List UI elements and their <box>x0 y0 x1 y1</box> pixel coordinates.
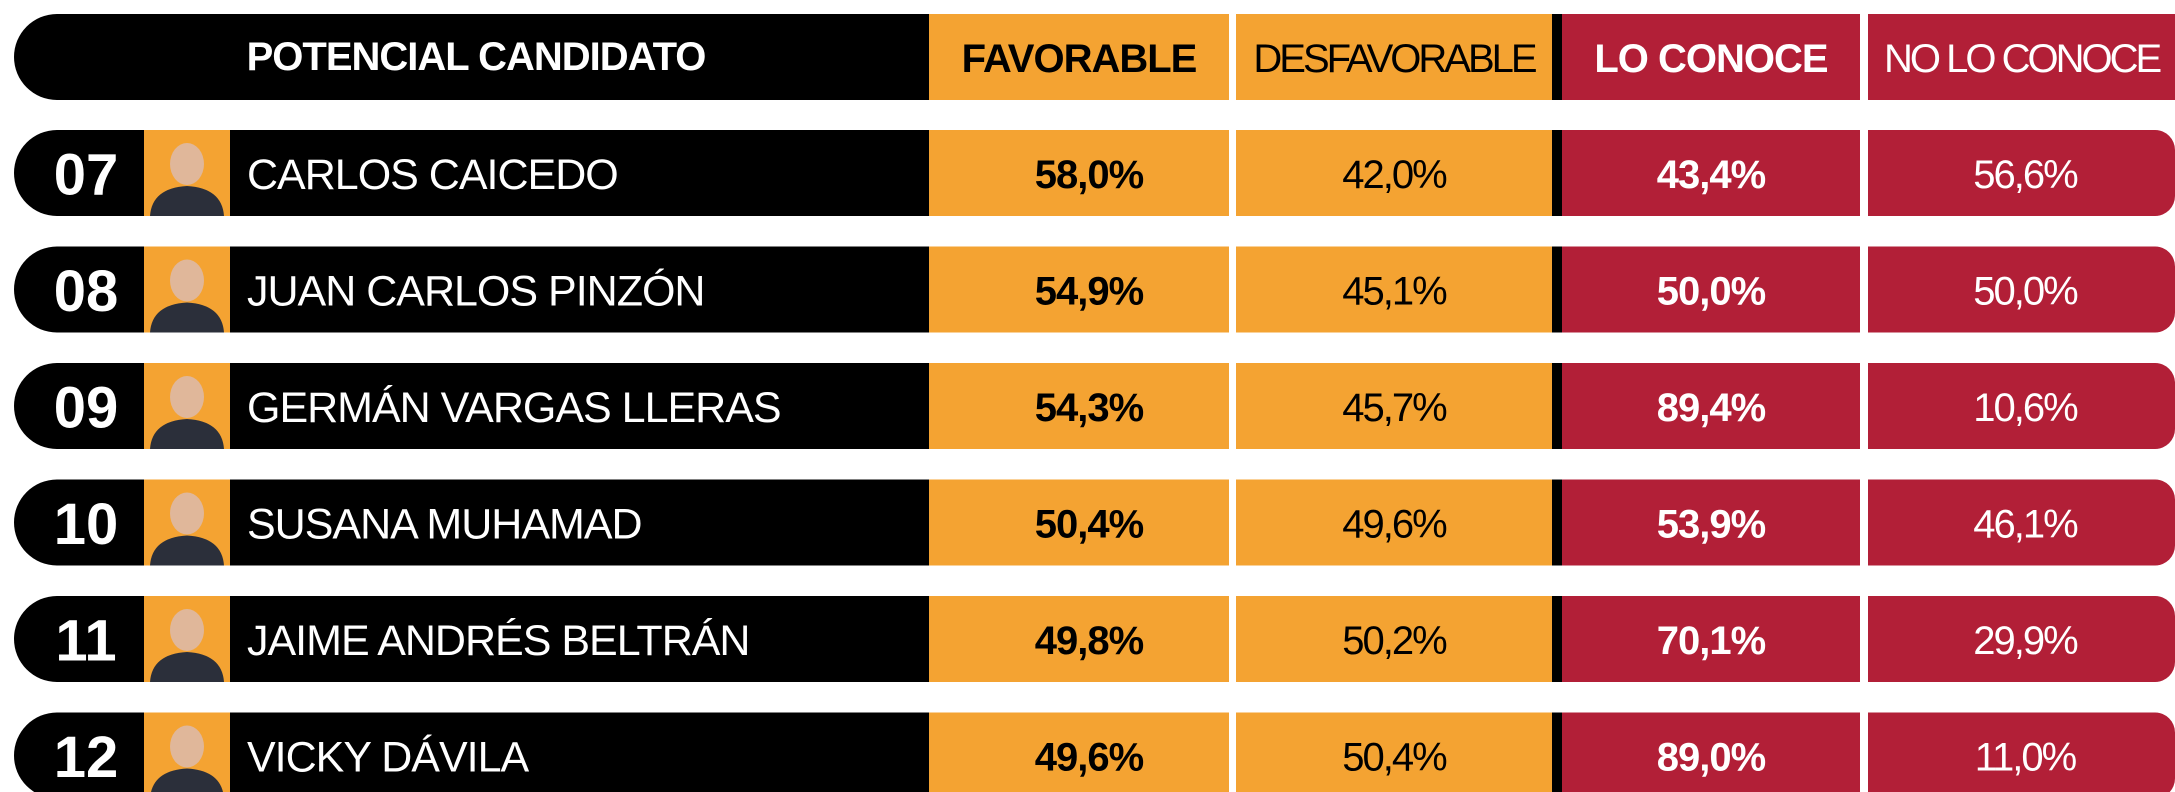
cell <box>1236 246 1552 333</box>
cell <box>1236 130 1552 216</box>
header-label: LO CONOCE <box>1594 37 1828 81</box>
photo-body <box>150 419 224 449</box>
cell <box>929 479 1229 566</box>
does-not-know: 10,6% <box>1973 386 2078 430</box>
header-label: POTENCIAL CANDIDATO <box>247 35 706 79</box>
header-cell <box>1562 14 1860 100</box>
favorable: 49,8% <box>1035 619 1144 663</box>
header-cell <box>1868 14 2175 100</box>
favorable: 49,6% <box>1035 736 1144 780</box>
cell <box>1236 479 1552 566</box>
row-number: 11 <box>55 609 116 674</box>
divider <box>1552 479 1562 566</box>
cell <box>1236 596 1552 682</box>
name-bar <box>14 363 974 449</box>
favorable: 54,9% <box>1035 270 1144 314</box>
photo-body <box>150 186 224 216</box>
divider <box>1552 712 1562 792</box>
cell <box>1562 479 1860 566</box>
photo-head <box>170 259 204 302</box>
candidate-name: JUAN CARLOS PINZÓN <box>247 268 704 316</box>
cell <box>1868 712 2175 792</box>
does-not-know: 11,0% <box>1975 736 2077 780</box>
photo-body <box>150 535 224 566</box>
photo-body <box>150 302 224 333</box>
knows: 43,4% <box>1657 153 1766 197</box>
name-bar <box>14 246 974 333</box>
header-bar <box>14 14 974 100</box>
cell <box>1562 712 1860 792</box>
cell <box>929 130 1229 216</box>
header-cell <box>929 14 1229 100</box>
row-number: 09 <box>54 376 119 441</box>
cell <box>1868 130 2175 216</box>
row-number: 10 <box>54 492 119 557</box>
photo-head <box>170 143 204 185</box>
photo-head <box>170 725 204 768</box>
cell <box>929 363 1229 449</box>
row-number: 08 <box>54 259 119 324</box>
cell <box>1236 712 1552 792</box>
photo-body <box>150 652 224 682</box>
name-bar <box>14 596 974 682</box>
candidate-name: SUSANA MUHAMAD <box>247 501 642 549</box>
unfavorable: 49,6% <box>1342 503 1447 547</box>
candidate-name: VICKY DÁVILA <box>247 734 529 782</box>
divider <box>1552 596 1562 682</box>
unfavorable: 42,0% <box>1342 153 1447 197</box>
cell <box>1562 596 1860 682</box>
knows: 50,0% <box>1657 270 1766 314</box>
candidate-name: CARLOS CAICEDO <box>247 151 618 199</box>
cell <box>1236 363 1552 449</box>
cell <box>1868 246 2175 333</box>
cell <box>1562 246 1860 333</box>
header-label: DESFAVORABLE <box>1253 37 1535 81</box>
does-not-know: 29,9% <box>1973 619 2078 663</box>
photo-body <box>151 768 223 792</box>
candidate-name: GERMÁN VARGAS LLERAS <box>247 384 781 432</box>
cell <box>929 596 1229 682</box>
unfavorable: 45,7% <box>1342 386 1447 430</box>
header-cell <box>1236 14 1552 100</box>
cell <box>1868 363 2175 449</box>
unfavorable: 45,1% <box>1342 270 1447 314</box>
divider <box>1552 363 1562 449</box>
cell <box>1562 130 1860 216</box>
does-not-know: 46,1% <box>1973 503 2078 547</box>
cell <box>929 246 1229 333</box>
knows: 53,9% <box>1657 503 1766 547</box>
photo-head <box>170 609 204 651</box>
photo-head <box>170 492 204 535</box>
cell <box>1868 479 2175 566</box>
name-bar <box>14 479 974 566</box>
photo-head <box>170 376 204 418</box>
divider <box>1552 246 1562 333</box>
knows: 89,4% <box>1657 386 1766 430</box>
does-not-know: 56,6% <box>1973 153 2078 197</box>
divider <box>1552 14 1562 100</box>
unfavorable: 50,2% <box>1342 619 1447 663</box>
knows: 89,0% <box>1657 736 1766 780</box>
does-not-know: 50,0% <box>1973 270 2078 314</box>
favorable: 50,4% <box>1035 503 1144 547</box>
name-bar <box>14 712 974 792</box>
name-bar <box>14 130 974 216</box>
divider <box>1552 130 1562 216</box>
unfavorable: 50,4% <box>1342 736 1447 780</box>
favorable: 58,0% <box>1035 153 1144 197</box>
row-number: 12 <box>54 725 119 790</box>
row-number: 07 <box>54 143 119 208</box>
knows: 70,1% <box>1657 619 1766 663</box>
cell <box>929 712 1229 792</box>
header-label: NO LO CONOCE <box>1884 37 2160 81</box>
cell <box>1562 363 1860 449</box>
candidate-name: JAIME ANDRÉS BELTRÁN <box>247 617 750 665</box>
header-label: FAVORABLE <box>962 37 1197 81</box>
cell <box>1868 596 2175 682</box>
favorable: 54,3% <box>1035 386 1144 430</box>
